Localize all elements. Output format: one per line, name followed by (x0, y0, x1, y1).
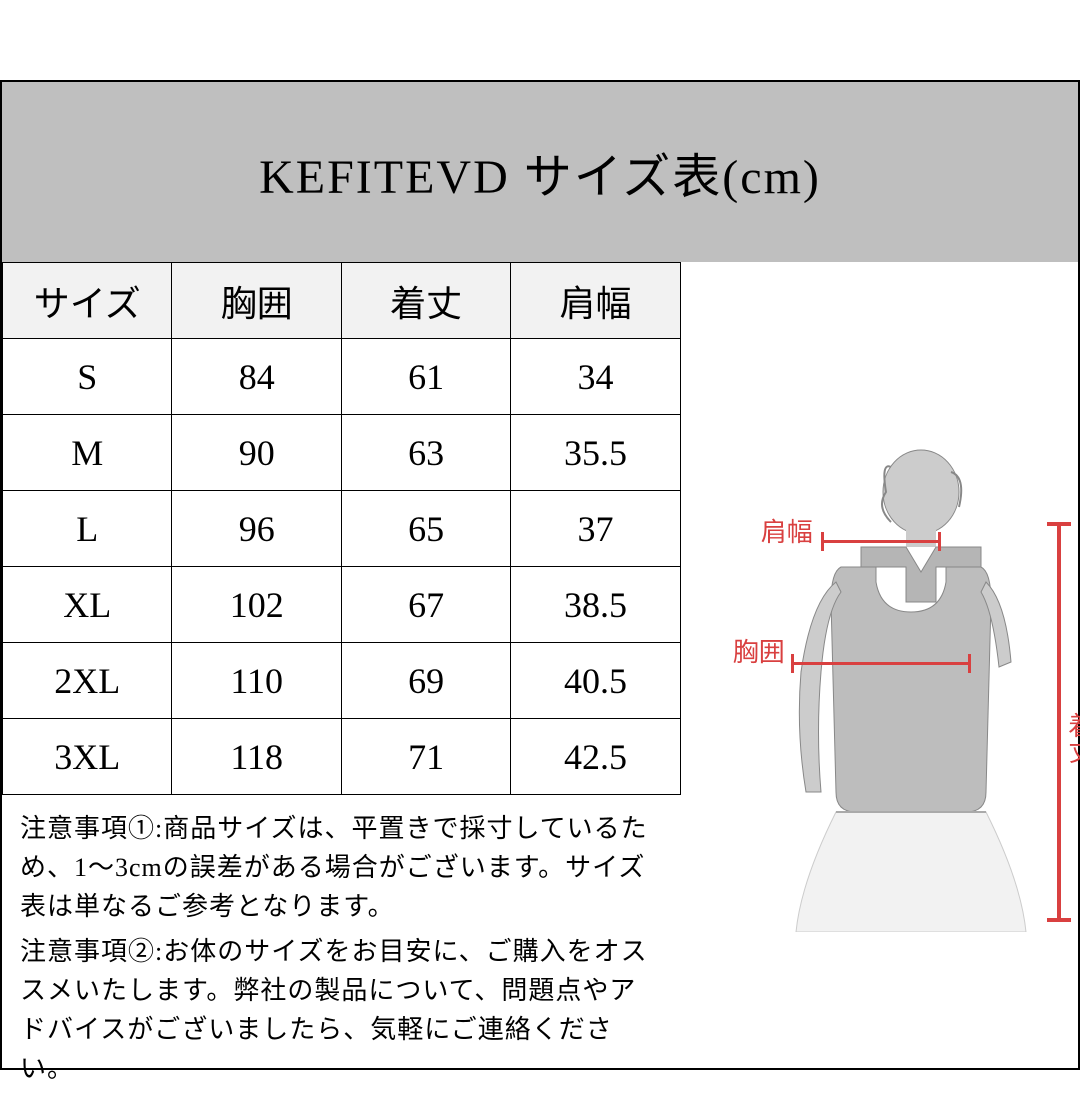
content-row: サイズ 胸囲 着丈 肩幅 S846134 M906335.5 L966537 X… (2, 262, 1078, 1072)
size-chart-frame: KEFITEVD サイズ表(cm) サイズ 胸囲 着丈 肩幅 S846134 M… (0, 80, 1080, 1070)
length-line (1057, 522, 1061, 922)
chest-line (791, 662, 971, 665)
label-length: 着丈 (1062, 712, 1080, 764)
left-column: サイズ 胸囲 着丈 肩幅 S846134 M906335.5 L966537 X… (2, 262, 681, 1072)
shoulder-line (821, 540, 941, 543)
notes-block: 注意事項①:商品サイズは、平置きで採寸しているため、1～3cmの誤差がある場合が… (2, 795, 681, 1104)
table-row: 3XL1187142.5 (3, 719, 681, 795)
table-row: M906335.5 (3, 415, 681, 491)
label-shoulder: 肩幅 (761, 512, 813, 549)
table-body: S846134 M906335.5 L966537 XL1026738.5 2X… (3, 339, 681, 795)
note-2: 注意事項②:お体のサイズをお目安に、ご購入をオススメいたします。弊社の製品につい… (20, 932, 663, 1088)
col-shoulder: 肩幅 (511, 263, 681, 339)
col-size: サイズ (3, 263, 172, 339)
table-row: XL1026738.5 (3, 567, 681, 643)
note1-label: 注意事項① (20, 814, 155, 843)
col-length: 着丈 (341, 263, 510, 339)
note2-label: 注意事項② (20, 937, 155, 966)
measurement-diagram: 肩幅 胸囲 着丈 (681, 372, 1080, 932)
table-row: L966537 (3, 491, 681, 567)
col-chest: 胸囲 (172, 263, 341, 339)
right-column: 肩幅 胸囲 着丈 (681, 262, 1078, 1072)
size-table: サイズ 胸囲 着丈 肩幅 S846134 M906335.5 L966537 X… (2, 262, 681, 795)
label-chest: 胸囲 (733, 632, 785, 669)
chart-title: KEFITEVD サイズ表(cm) (2, 82, 1078, 262)
note-1: 注意事項①:商品サイズは、平置きで採寸しているため、1～3cmの誤差がある場合が… (20, 809, 663, 926)
table-row: 2XL1106940.5 (3, 643, 681, 719)
table-header-row: サイズ 胸囲 着丈 肩幅 (3, 263, 681, 339)
table-row: S846134 (3, 339, 681, 415)
